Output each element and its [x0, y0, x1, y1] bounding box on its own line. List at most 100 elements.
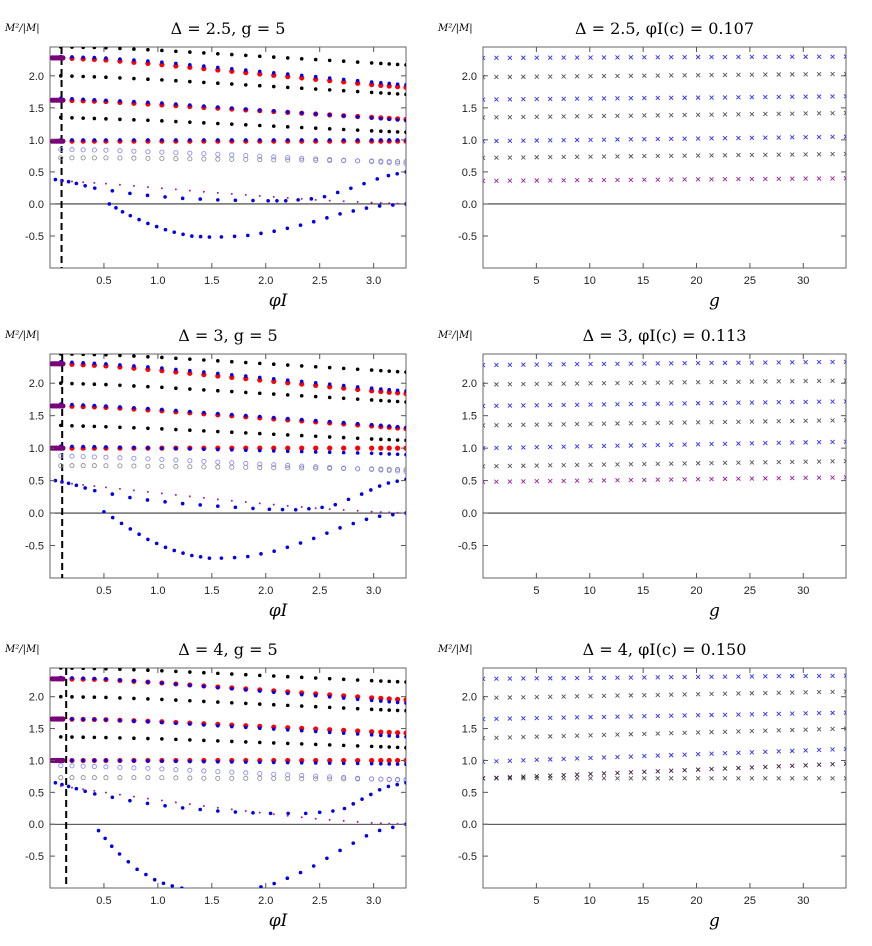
- data-point: [190, 553, 194, 558]
- data-point: [81, 47, 85, 50]
- data-point: [377, 828, 382, 833]
- data-point: [233, 505, 238, 510]
- data-point: [763, 419, 768, 424]
- data-point: [395, 424, 400, 429]
- data-point: [285, 74, 291, 80]
- y-tick-label: 0.0: [29, 199, 44, 211]
- series-8: [58, 381, 406, 404]
- x-tick-label: 2.5: [312, 895, 327, 907]
- data-point: [349, 186, 353, 191]
- series-14: [107, 202, 406, 239]
- data-point: [369, 368, 374, 372]
- data-point: [202, 738, 206, 743]
- data-point: [816, 673, 822, 679]
- data-point: [188, 698, 192, 703]
- data-point: [588, 771, 593, 777]
- x-tick-label: 3.0: [366, 585, 381, 597]
- data-point: [70, 717, 74, 721]
- y-tick-label: 2.0: [462, 71, 477, 83]
- data-point: [81, 668, 85, 671]
- y-tick-label: -0.5: [25, 541, 44, 553]
- data-point: [341, 385, 347, 391]
- data-point: [763, 400, 768, 405]
- data-point: [188, 409, 192, 414]
- series-5: [483, 94, 846, 102]
- data-point: [271, 449, 276, 453]
- data-point: [313, 138, 318, 142]
- data-point: [483, 776, 486, 781]
- data-point: [601, 462, 607, 467]
- data-point: [258, 811, 261, 814]
- data-point: [601, 693, 607, 699]
- data-point: [830, 110, 835, 116]
- y-tick-label: 1.5: [462, 724, 477, 736]
- data-point: [369, 733, 374, 737]
- data-point: [103, 463, 109, 469]
- data-point: [70, 55, 74, 59]
- data-point: [736, 765, 741, 771]
- data-point: [722, 379, 728, 385]
- data-point: [215, 373, 221, 379]
- data-point: [245, 554, 250, 559]
- data-point: [789, 727, 795, 733]
- data-point: [103, 454, 109, 460]
- data-point: [216, 809, 220, 813]
- data-point: [668, 177, 674, 182]
- data-point: [81, 676, 85, 681]
- data-point: [655, 768, 661, 774]
- data-point: [387, 745, 392, 749]
- data-point: [70, 96, 74, 101]
- data-point: [404, 130, 406, 134]
- series-4: [58, 444, 406, 457]
- data-point: [615, 776, 620, 781]
- data-point: [574, 693, 580, 699]
- data-point: [104, 758, 108, 763]
- series-7: [483, 673, 846, 682]
- data-point: [404, 780, 406, 785]
- data-point: [776, 135, 782, 140]
- data-point: [483, 735, 486, 741]
- data-point: [615, 137, 620, 142]
- series-5: [483, 710, 846, 722]
- data-point: [342, 819, 345, 822]
- data-point: [375, 177, 380, 181]
- plot-frame: [49, 46, 407, 269]
- data-point: [655, 112, 661, 118]
- data-point: [328, 508, 331, 511]
- y-tick-label: 2.0: [29, 378, 44, 390]
- data-point: [83, 183, 87, 188]
- data-point: [257, 740, 262, 745]
- data-point: [132, 426, 136, 430]
- data-point: [118, 696, 122, 700]
- data-point: [70, 381, 74, 386]
- data-point: [682, 360, 687, 366]
- data-point: [830, 761, 835, 767]
- data-point: [243, 53, 248, 58]
- data-point: [229, 156, 235, 162]
- data-point: [507, 774, 513, 780]
- data-point: [327, 127, 332, 131]
- data-point: [534, 694, 540, 700]
- data-point: [601, 113, 607, 119]
- data-point: [830, 71, 835, 77]
- data-point: [243, 701, 248, 706]
- data-point: [60, 361, 66, 367]
- data-point: [369, 129, 374, 133]
- y-tick-label: -0.5: [458, 541, 477, 553]
- data-point: [229, 374, 235, 380]
- data-point: [181, 551, 185, 555]
- data-point: [313, 742, 318, 747]
- data-point: [355, 761, 360, 766]
- y-axis-label: M²/|M|: [4, 644, 40, 655]
- data-point: [216, 388, 220, 393]
- data-point: [285, 691, 290, 696]
- data-point: [803, 418, 808, 424]
- data-point: [70, 676, 74, 680]
- data-point: [369, 159, 375, 165]
- data-point: [216, 198, 220, 202]
- data-point: [749, 776, 755, 781]
- data-point: [230, 192, 233, 195]
- series-3: [483, 134, 846, 144]
- x-tick-label: 0.5: [96, 585, 111, 597]
- data-point: [173, 775, 179, 781]
